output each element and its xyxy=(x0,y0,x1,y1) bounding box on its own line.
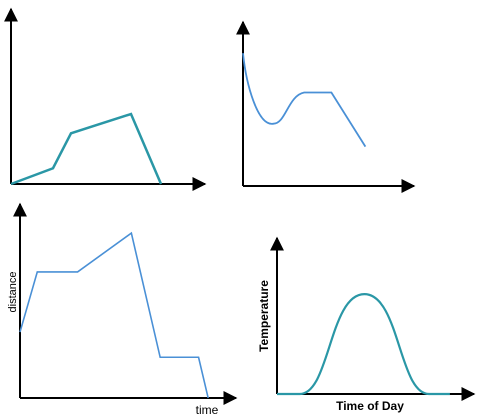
chart-3-x-axis-label: time xyxy=(196,403,219,417)
chart-4-series-line xyxy=(277,293,450,396)
chart-2 xyxy=(236,20,416,193)
chart-3-y-axis-label: distance xyxy=(7,272,19,313)
chart-4: Temperature Time of Day xyxy=(257,236,476,413)
chart-3: distance time xyxy=(7,202,238,417)
chart-1-series-line xyxy=(10,112,163,186)
chart-4-y-axis-label: Temperature xyxy=(257,280,271,352)
chart-1 xyxy=(3,7,207,191)
chart-3-series-line xyxy=(19,231,209,399)
chart-2-series-line xyxy=(242,53,367,148)
chart-4-x-axis-label: Time of Day xyxy=(336,399,404,413)
